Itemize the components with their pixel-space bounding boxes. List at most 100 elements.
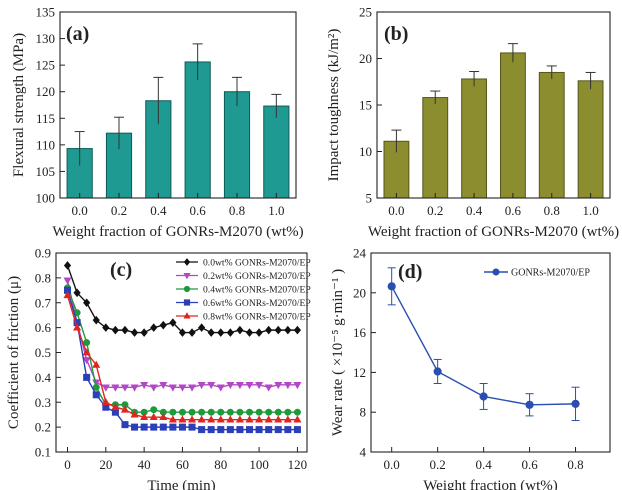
data-point: [121, 421, 129, 429]
data-point: [120, 405, 130, 413]
legend-marker: [492, 268, 500, 276]
data-point: [198, 323, 206, 332]
data-point: [255, 415, 264, 423]
legend-marker: [183, 272, 191, 280]
data-point: [130, 328, 139, 337]
data-point: [264, 415, 273, 423]
series-4: [63, 286, 301, 434]
y-tick-label: 110: [36, 137, 55, 152]
data-point: [245, 381, 254, 390]
data-point: [178, 328, 187, 337]
data-point: [207, 381, 216, 390]
data-point: [198, 426, 206, 434]
y-tick-label: 15: [359, 98, 372, 113]
y-tick-label: 10: [359, 144, 372, 159]
legend: GONRs-M2070/EP: [484, 268, 590, 279]
legend-label: 0.4wt% GONRs-M2070/EP: [203, 285, 311, 296]
y-tick-label: 25: [359, 5, 372, 20]
x-tick-label: 0.6: [521, 457, 538, 472]
data-point: [236, 426, 244, 434]
data-point: [188, 423, 196, 431]
data-point: [217, 426, 225, 434]
data-point: [198, 408, 206, 416]
bar: [461, 78, 488, 199]
x-axis-label: Weight fraction of GONRs-M2070 (wt%): [52, 224, 303, 240]
data-point: [131, 423, 139, 431]
chart-panel-3: 0.1 0.2 0.3 0.4 0.5 0.6 0.7 0.8 0.9 0 20 40 60 80 100 1…: [6, 246, 311, 490]
data-point: [120, 384, 130, 392]
y-tick-label: 0.4: [35, 370, 52, 385]
data-point: [284, 408, 292, 416]
data-point: [217, 328, 225, 337]
data-point: [274, 415, 283, 423]
data-point: [246, 426, 254, 434]
panel-label: (b): [384, 23, 408, 45]
plot-frame: [55, 252, 308, 453]
data-point: [293, 426, 301, 434]
y-axis-label: Coefficient of friction (μ): [6, 276, 22, 429]
data-point: [92, 315, 100, 325]
data-point: [111, 384, 120, 392]
series-1: [387, 267, 580, 422]
data-point: [217, 408, 225, 416]
x-tick-label: 0.0: [384, 457, 400, 472]
y-tick-label: 135: [36, 5, 56, 20]
data-point: [101, 397, 110, 406]
data-point: [168, 415, 177, 423]
data-point: [169, 318, 177, 327]
data-point: [433, 367, 442, 376]
data-point: [149, 412, 158, 421]
y-tick-label: 0.6: [35, 320, 52, 335]
data-point: [293, 415, 302, 423]
data-point: [149, 384, 158, 392]
data-point: [293, 381, 302, 390]
y-tick-label: 8: [360, 405, 367, 420]
data-point: [479, 392, 488, 401]
y-tick-label: 100: [36, 191, 56, 206]
bar: [263, 105, 290, 199]
data-point: [197, 415, 206, 423]
legend-marker: [183, 258, 191, 266]
bar: [223, 91, 251, 199]
data-point: [226, 426, 234, 434]
x-tick-label: 0.0: [388, 203, 404, 218]
data-point: [226, 415, 235, 423]
x-tick-label: 0.6: [190, 203, 207, 218]
x-tick-label: 120: [288, 457, 308, 472]
data-point: [140, 328, 148, 337]
data-point: [82, 357, 91, 365]
data-point: [140, 412, 149, 421]
data-point: [169, 423, 177, 431]
bar: [538, 71, 565, 199]
data-point: [82, 348, 91, 356]
panel-label: (c): [110, 259, 132, 281]
data-point: [207, 328, 215, 337]
x-tick-label: 40: [138, 457, 151, 472]
data-point: [92, 383, 100, 391]
data-point: [216, 384, 225, 392]
y-tick-label: 0.3: [35, 395, 51, 410]
data-point: [387, 282, 396, 291]
y-tick-label: 115: [36, 111, 55, 126]
y-tick-label: 12: [353, 365, 366, 380]
data-point: [168, 384, 177, 392]
y-tick-label: 20: [359, 51, 372, 66]
data-point: [159, 412, 168, 421]
x-tick-label: 0.2: [427, 203, 443, 218]
data-point: [283, 415, 292, 423]
data-point: [226, 408, 234, 416]
data-point: [121, 325, 129, 335]
x-tick-label: 0.8: [229, 203, 245, 218]
data-point: [150, 423, 158, 431]
data-point: [140, 381, 149, 390]
legend-label: GONRs-M2070/EP: [511, 268, 590, 279]
legend-label: 0.2wt% GONRs-M2070/EP: [203, 271, 311, 282]
data-point: [236, 408, 244, 416]
bar: [577, 80, 604, 199]
data-point: [63, 277, 72, 285]
data-point: [274, 325, 282, 335]
data-point: [236, 325, 244, 335]
x-tick-label: 1.0: [268, 203, 284, 218]
y-tick-label: 24: [353, 246, 367, 261]
